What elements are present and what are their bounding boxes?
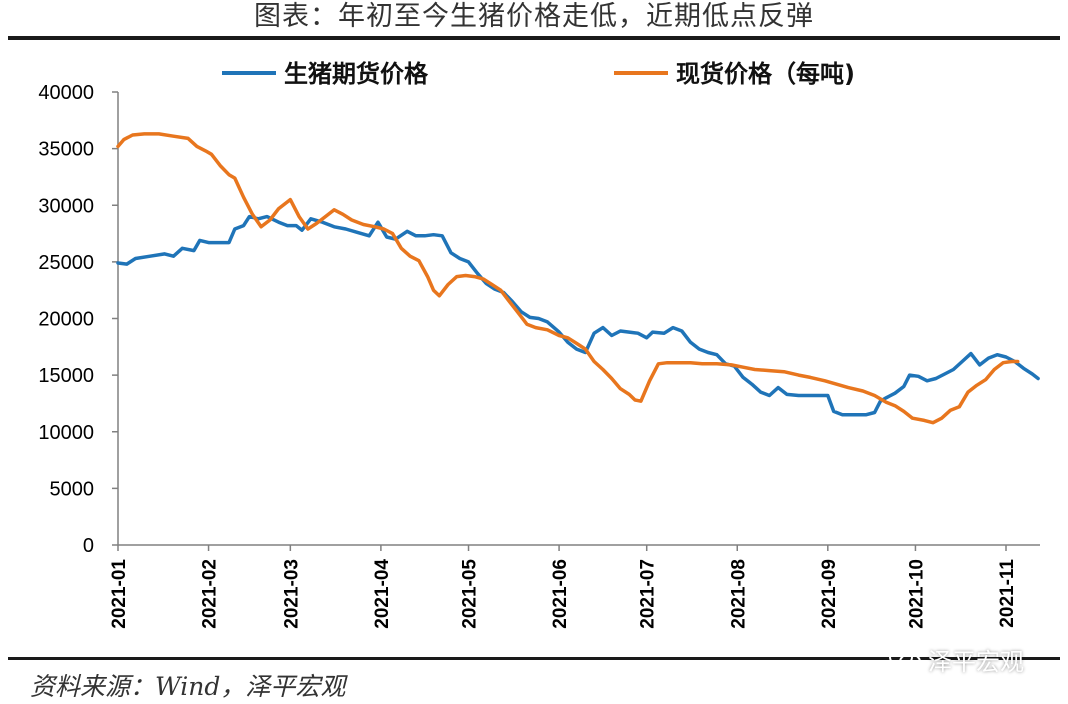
legend-label-futures: 生猪期货价格: [284, 60, 429, 88]
source-note: 资料来源：Wind，泽平宏观: [30, 672, 346, 701]
x-tick-label: 2021-05: [460, 559, 481, 629]
y-tick-label: 40000: [38, 82, 94, 104]
x-tick-label: 2021-03: [281, 559, 302, 629]
x-tick-label: 2021-02: [200, 559, 221, 629]
legend: 生猪期货价格 现货价格（每吨): [222, 60, 855, 88]
line-chart: 生猪期货价格 现货价格（每吨) 0 5000 10000 15000 20000 2500…: [38, 60, 1040, 629]
x-tick-label: 2021-09: [819, 559, 840, 629]
legend-label-spot: 现货价格（每吨): [676, 60, 855, 88]
wechat-icon: [889, 647, 921, 671]
y-tick-label: 30000: [38, 195, 94, 217]
x-tick-label: 2021-11: [997, 559, 1018, 628]
x-tick-label: 2021-07: [638, 559, 659, 629]
y-axis: 0 5000 10000 15000 20000 25000 30000 35000 40000: [38, 82, 119, 557]
x-tick-label: 2021-06: [550, 559, 571, 629]
y-tick-label: 0: [83, 535, 94, 557]
x-tick-label: 2021-10: [906, 559, 927, 629]
y-tick-label: 5000: [50, 478, 95, 500]
y-tick-label: 15000: [38, 365, 94, 387]
watermark: 泽平宏观: [888, 642, 1024, 676]
series-line-spot: [116, 132, 1020, 425]
x-tick-label: 2021-08: [728, 559, 749, 629]
y-tick-label: 20000: [38, 309, 94, 331]
x-tick-label: 2021-04: [372, 559, 393, 629]
top-rule: [8, 36, 1060, 40]
y-tick-label: 35000: [38, 139, 94, 161]
y-tick-label: 10000: [38, 422, 94, 444]
x-tick-label: 2021-01: [109, 559, 130, 629]
plot-lines: [116, 132, 1040, 425]
bottom-rule: [8, 657, 1060, 660]
series-line-futures: [116, 214, 1040, 417]
chart-title: 图表：年初至今生猪价格走低，近期低点反弹: [254, 1, 814, 32]
y-tick-label: 25000: [38, 252, 94, 274]
watermark-text: 泽平宏观: [928, 647, 1024, 676]
x-axis: 2021-01 2021-02 2021-03 2021-04 2021-05 2021-…: [109, 544, 1040, 629]
